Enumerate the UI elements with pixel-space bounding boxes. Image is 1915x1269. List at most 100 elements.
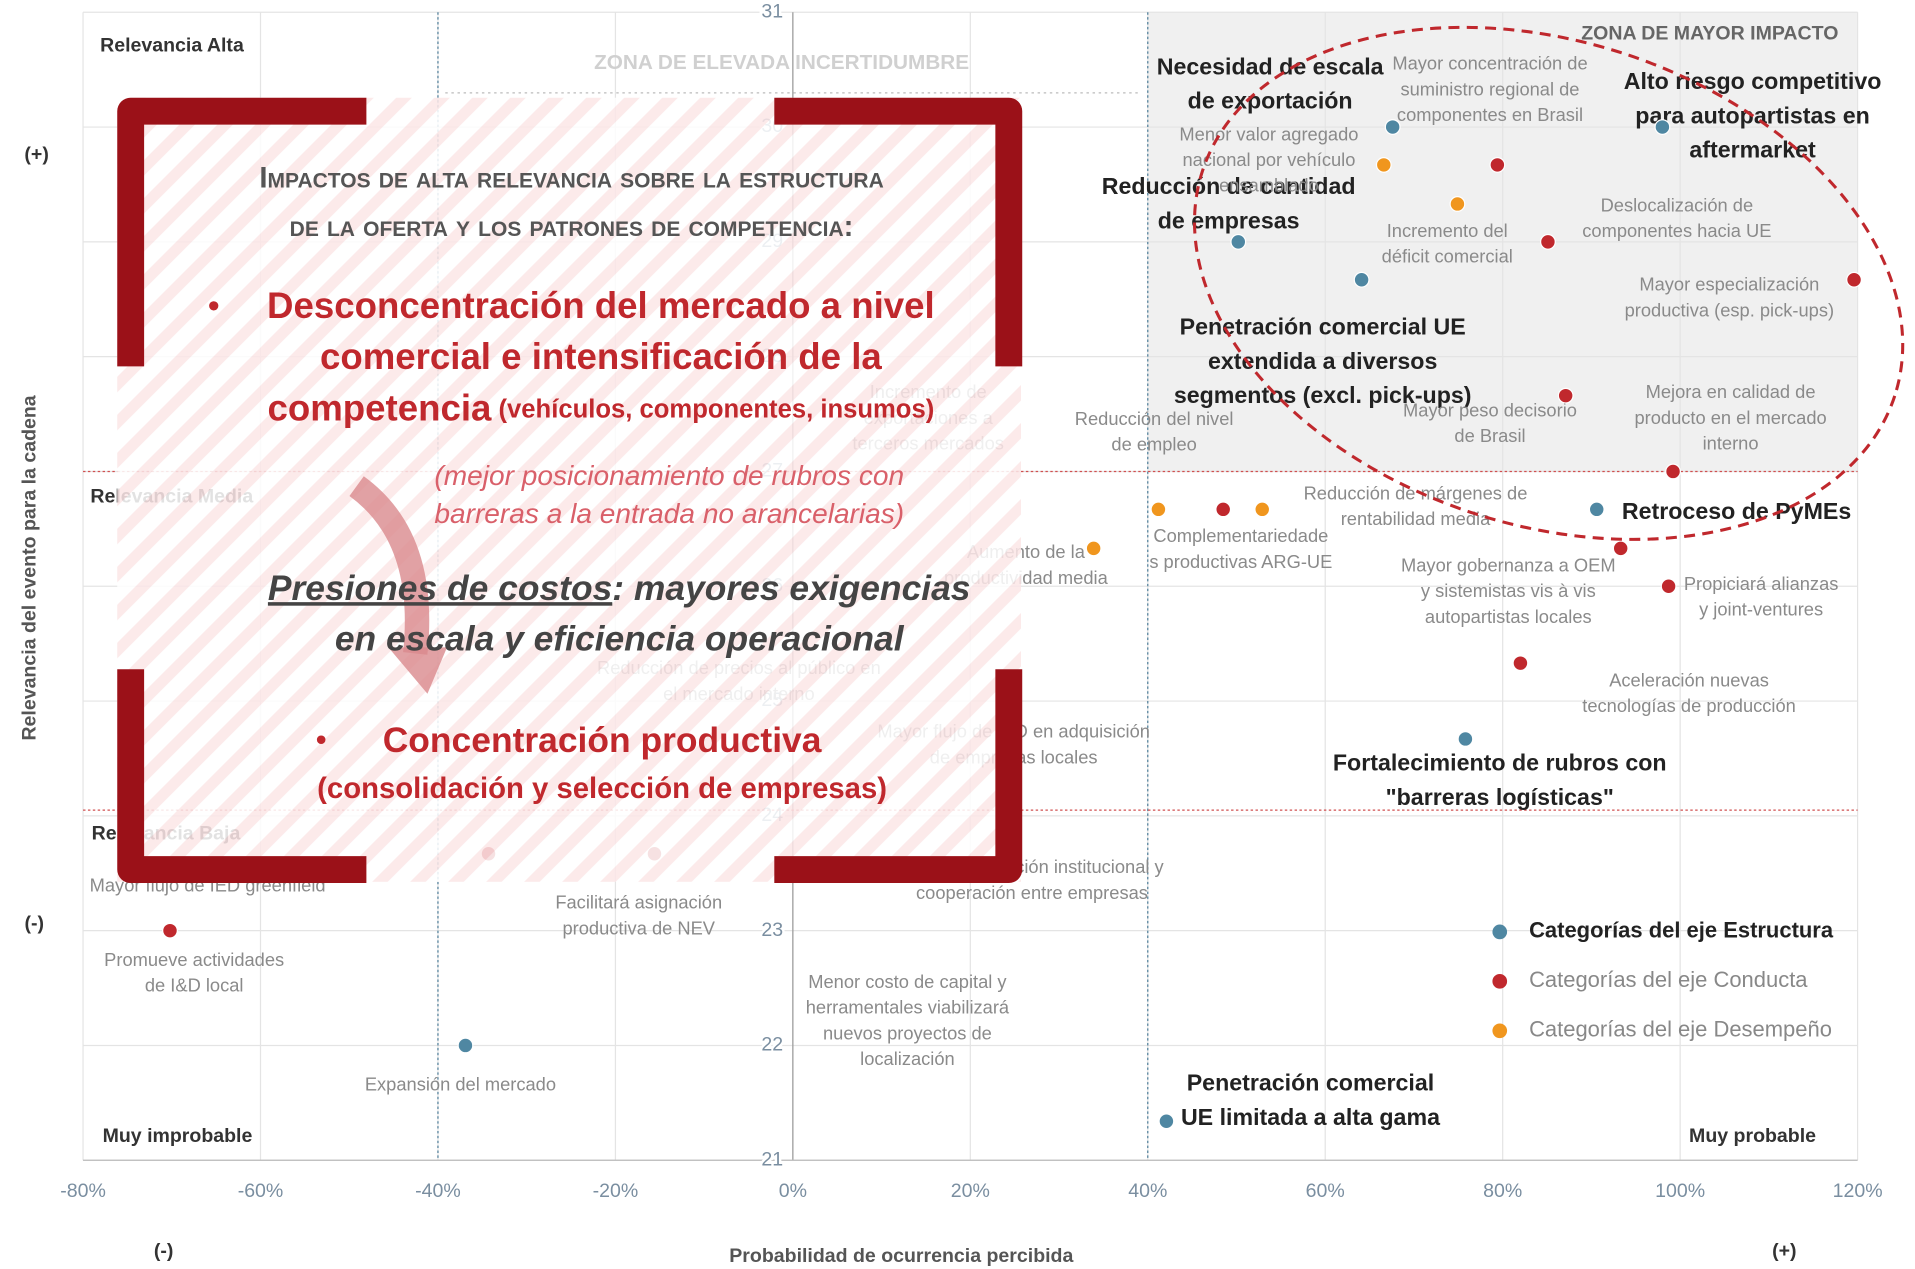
point-label: Mayor concentración de [1392, 53, 1587, 74]
point-label-bold: extendida a diversos [1208, 348, 1437, 374]
y-tick-label: 22 [761, 1034, 783, 1056]
point [1557, 387, 1574, 404]
point-label-bold: de empresas [1158, 207, 1300, 233]
pressure-text: : mayores exigencias [612, 569, 970, 609]
point-label: autopartistas locales [1425, 606, 1592, 627]
point-label: y sistemistas vis à vis [1421, 580, 1596, 601]
point-label: herramentales viabilizará [806, 997, 1010, 1018]
point-label: rentabilidad media [1341, 508, 1491, 529]
callout-point-text: competencia [268, 387, 493, 428]
x-tick-label: 80% [1483, 1180, 1522, 1202]
arrow [349, 476, 430, 655]
point [1449, 196, 1466, 212]
callout-note: (mejor posicionamiento de rubros con [434, 460, 904, 491]
axis-mark: (+) [1772, 1240, 1796, 1262]
point [1660, 578, 1677, 595]
point-label: Reducción de márgenes de [1304, 483, 1528, 504]
point [1215, 501, 1232, 518]
point-label: s productivas ARG-UE [1149, 551, 1332, 572]
point-label: componentes hacia UE [1582, 220, 1771, 241]
legend-label: Categorías del eje Estructura [1529, 918, 1834, 943]
x-tick-label: 40% [1128, 1180, 1167, 1202]
axis-mark: (+) [24, 143, 48, 165]
bullet: • [316, 721, 327, 757]
impact-ellipse [1192, 25, 1905, 541]
point-label-bold: UE limitada a alta gama [1181, 1104, 1441, 1130]
point [1457, 731, 1474, 747]
point-label-bold: "barreras logísticas" [1386, 784, 1614, 810]
pressure-title: Presiones de costos [268, 569, 612, 609]
legend-marker [1492, 1023, 1508, 1039]
point-label-bold: Necesidad de escala [1157, 54, 1385, 80]
point-label: de I&D local [145, 975, 244, 996]
x-tick-label: 120% [1833, 1180, 1883, 1202]
point-label: déficit comercial [1382, 246, 1513, 267]
point-label: Promueve actividades [104, 949, 284, 970]
point [457, 1037, 474, 1054]
callout-heading: Impactos de alta relevancia sobre la est… [259, 161, 883, 194]
legend-marker [1492, 974, 1508, 989]
callout-pressure: en escala y eficiencia operacional [335, 619, 905, 659]
point-label-bold: Penetración comercial UE [1180, 314, 1466, 340]
x-tick-label: 100% [1655, 1180, 1705, 1202]
y-axis-title: Relevancia del evento para la cadena [19, 395, 41, 740]
x-tick-label: 20% [951, 1180, 990, 1202]
legend-label: Categorías del eje Conducta [1529, 967, 1808, 992]
brackets [117, 97, 1023, 884]
point-label: Mayor especialización [1639, 274, 1819, 295]
y-tick-label: 23 [761, 919, 783, 941]
x-tick-label: 0% [779, 1180, 807, 1202]
point-label-bold: Alto riesgo competitivo [1624, 68, 1882, 94]
x-tick-label: -80% [60, 1180, 106, 1202]
callout-point-text: Desconcentración del mercado a nivel [267, 284, 935, 325]
point-label: Expansión del mercado [365, 1074, 556, 1095]
point-label: productiva de NEV [562, 917, 715, 938]
point-label: componentes en Brasil [1397, 104, 1583, 125]
point-label-bold: Reducción de cantidad [1102, 173, 1356, 199]
point [1254, 501, 1271, 518]
callout-note: barreras a la entrada no arancelarias) [434, 498, 904, 529]
point [1158, 1113, 1175, 1130]
point-label: tecnologías de producción [1582, 695, 1796, 716]
point-label: producto en el mercado [1634, 407, 1826, 428]
point [1375, 156, 1392, 173]
bullet: • [208, 287, 220, 325]
x-axis-title: Probabilidad de ocurrencia percibida [729, 1245, 1073, 1267]
point [1353, 271, 1370, 288]
point-label-bold: aftermarket [1689, 137, 1816, 163]
point-label: nacional por vehículo [1182, 149, 1355, 170]
zone-label: ZONA DE ELEVADA INCERTIDUMBRE [594, 51, 969, 74]
x-tick-label: -20% [593, 1180, 639, 1202]
point [1489, 156, 1506, 173]
y-tick-label: 21 [761, 1148, 783, 1170]
x-tick-label: 60% [1306, 1180, 1345, 1202]
point-label: nuevos proyectos de [823, 1022, 992, 1043]
callout-point-text: comercial e intensificación de la [320, 336, 882, 377]
callout-point: Desconcentración del mercado a nivel [267, 284, 935, 325]
legend-label: Categorías del eje Desempeño [1529, 1017, 1832, 1042]
callout-heading: de la oferta y los patrones de competenc… [290, 210, 854, 243]
callout-point-note: (consolidación y selección de empresas) [317, 772, 887, 805]
point [162, 922, 178, 939]
point-label: Mejora en calidad de [1646, 381, 1816, 402]
quadrant-label: Muy improbable [103, 1125, 253, 1147]
point-label-bold: Retroceso de PyMEs [1622, 498, 1851, 524]
point [1150, 501, 1167, 518]
point [1612, 540, 1629, 557]
point-label: Reducción del nivel [1075, 408, 1234, 429]
point-label: suministro regional de [1400, 78, 1579, 99]
point-label: productiva (esp. pick-ups) [1625, 299, 1834, 320]
legend-marker [1492, 924, 1508, 940]
point-label: interno [1703, 432, 1759, 453]
point [1665, 463, 1681, 480]
callout: Impactos de alta relevancia sobre la est… [117, 97, 1023, 884]
point-label: Incremento del [1387, 220, 1508, 241]
quadrant-label: Muy probable [1689, 1125, 1816, 1147]
point-label: Mayor gobernanza a OEM [1401, 555, 1616, 576]
point-label-bold: Fortalecimiento de rubros con [1333, 750, 1667, 776]
point [1540, 233, 1556, 250]
point-label: cooperación entre empresas [916, 882, 1148, 903]
x-tick-label: -60% [238, 1180, 284, 1202]
point-label: Menor valor agregado [1179, 123, 1358, 144]
